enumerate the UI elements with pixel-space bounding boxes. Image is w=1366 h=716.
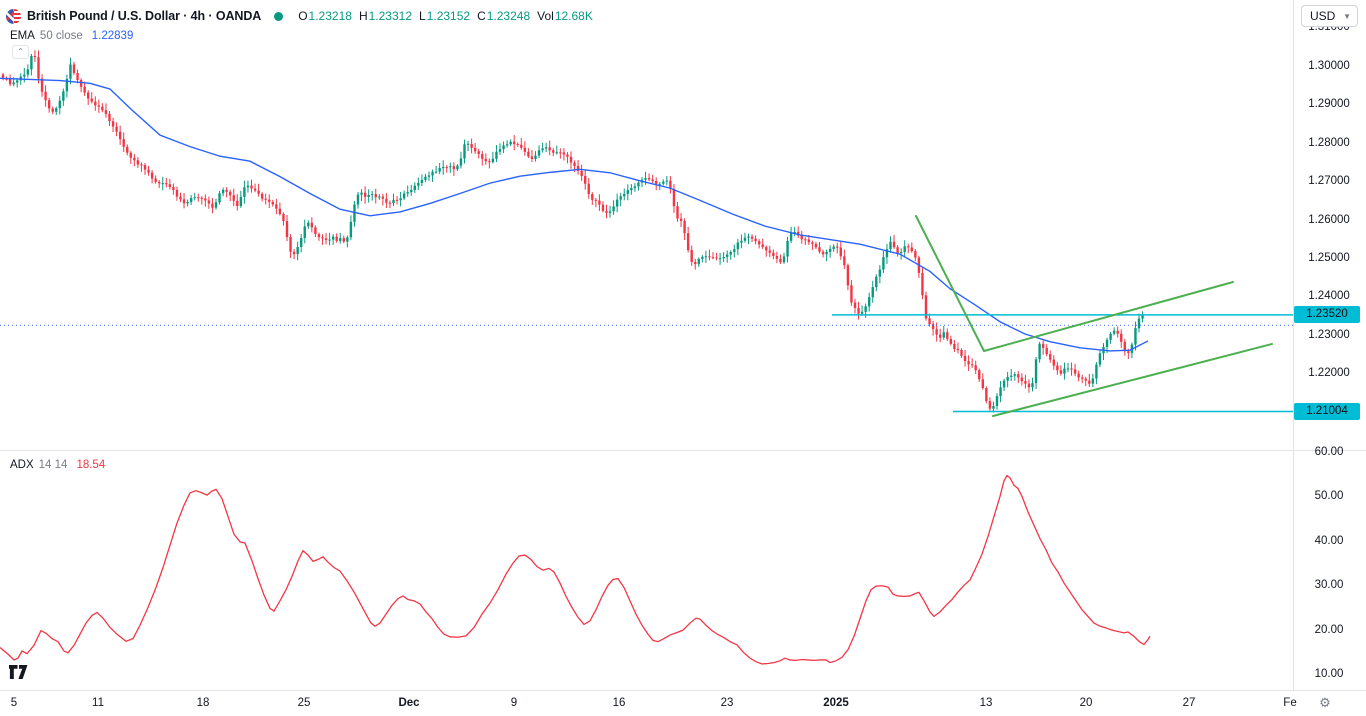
axis-settings-gear-icon[interactable]: ⚙ <box>1319 695 1331 710</box>
price-axis-separator <box>1293 0 1294 690</box>
time-tick-label: 2025 <box>823 697 849 709</box>
trend-line-3 <box>992 343 1273 417</box>
symbol-header: British Pound / U.S. Dollar · 4h · OANDA… <box>6 7 593 25</box>
axis-tick-label: 1.27000 <box>1308 175 1350 187</box>
time-tick-label: 27 <box>1182 697 1196 709</box>
adx-label: ADX <box>10 458 34 471</box>
pane-collapse-button[interactable]: ⌃ <box>12 45 29 59</box>
time-tick-label: 18 <box>196 697 210 709</box>
adx-line <box>0 474 1151 665</box>
axis-tick-label: 1.23000 <box>1308 329 1350 341</box>
axis-tick-label: 1.26000 <box>1308 214 1350 226</box>
axis-tick-label: 20.00 <box>1314 624 1344 636</box>
open-label: O <box>298 9 308 23</box>
candlestick-series <box>1 50 1144 413</box>
axis-tick-label: 40.00 <box>1314 535 1344 547</box>
high-label: H <box>358 9 368 23</box>
time-tick-label: 20 <box>1079 697 1093 709</box>
price-level-badge[interactable]: 1.23520 <box>1294 306 1360 324</box>
time-tick-label: Fe <box>1283 697 1297 709</box>
time-tick-label: 16 <box>612 697 626 709</box>
high-value: 1.23312 <box>368 9 412 23</box>
gbp-usd-flag-icon <box>6 8 21 24</box>
market-status-dot-icon[interactable] <box>274 11 284 21</box>
ohlc-readout: O 1.23218 H 1.23312 L 1.23152 C 1.23248 Vol 1… <box>298 9 593 23</box>
axis-tick-label: 50.00 <box>1314 490 1344 502</box>
low-label: L <box>419 9 426 23</box>
currency-dropdown-value: USD <box>1310 9 1336 23</box>
time-tick-label: 9 <box>510 697 518 709</box>
symbol-title[interactable]: British Pound / U.S. Dollar · 4h · OANDA <box>27 9 262 23</box>
volume-label: Vol <box>537 9 554 23</box>
axis-tick-label: 60.00 <box>1314 446 1344 458</box>
axis-tick-label: 1.24000 <box>1308 290 1350 302</box>
adx-indicator-legend[interactable]: ADX 14 14 18.54 <box>10 457 105 472</box>
currency-dropdown[interactable]: USD ▼ <box>1301 5 1358 27</box>
ema-value: 1.22839 <box>91 29 134 42</box>
close-value: 1.23248 <box>486 9 531 23</box>
tradingview-logo-icon[interactable] <box>9 665 28 685</box>
axis-tick-label: 1.25000 <box>1308 252 1350 264</box>
price-level-badge[interactable]: 1.21004 <box>1294 402 1360 420</box>
trend-line-2 <box>983 281 1234 352</box>
axis-tick-label: 30.00 <box>1314 579 1344 591</box>
ema-indicator-legend[interactable]: EMA 50 close 1.22839 <box>10 28 133 43</box>
time-tick-label: 25 <box>297 697 311 709</box>
time-tick-label: 23 <box>720 697 734 709</box>
ema-50-line <box>0 77 1149 352</box>
axis-tick-label: 1.29000 <box>1308 98 1350 110</box>
volume-value: 12.68K <box>554 9 593 23</box>
time-tick-label: 11 <box>92 697 104 709</box>
chevron-down-icon: ▼ <box>1343 11 1351 21</box>
time-tick-label: Dec <box>398 697 420 709</box>
axis-tick-label: 1.28000 <box>1308 137 1350 149</box>
open-value: 1.23218 <box>308 9 352 23</box>
axis-tick-label: 1.30000 <box>1308 60 1350 72</box>
ema-params: 50 close <box>39 29 83 42</box>
time-axis-separator <box>0 690 1366 691</box>
time-tick-label: 13 <box>979 697 993 709</box>
adx-params: 14 14 <box>38 458 68 471</box>
ema-label: EMA <box>10 29 35 42</box>
close-label: C <box>477 9 486 23</box>
chevron-up-icon: ⌃ <box>17 47 24 56</box>
low-value: 1.23152 <box>426 9 471 23</box>
adx-value: 18.54 <box>76 458 106 471</box>
trend-line-1 <box>915 215 985 352</box>
axis-tick-label: 1.22000 <box>1308 367 1350 379</box>
axis-tick-label: 10.00 <box>1314 668 1344 680</box>
time-tick-label: 5 <box>10 697 18 709</box>
pane-separator[interactable] <box>0 450 1366 451</box>
